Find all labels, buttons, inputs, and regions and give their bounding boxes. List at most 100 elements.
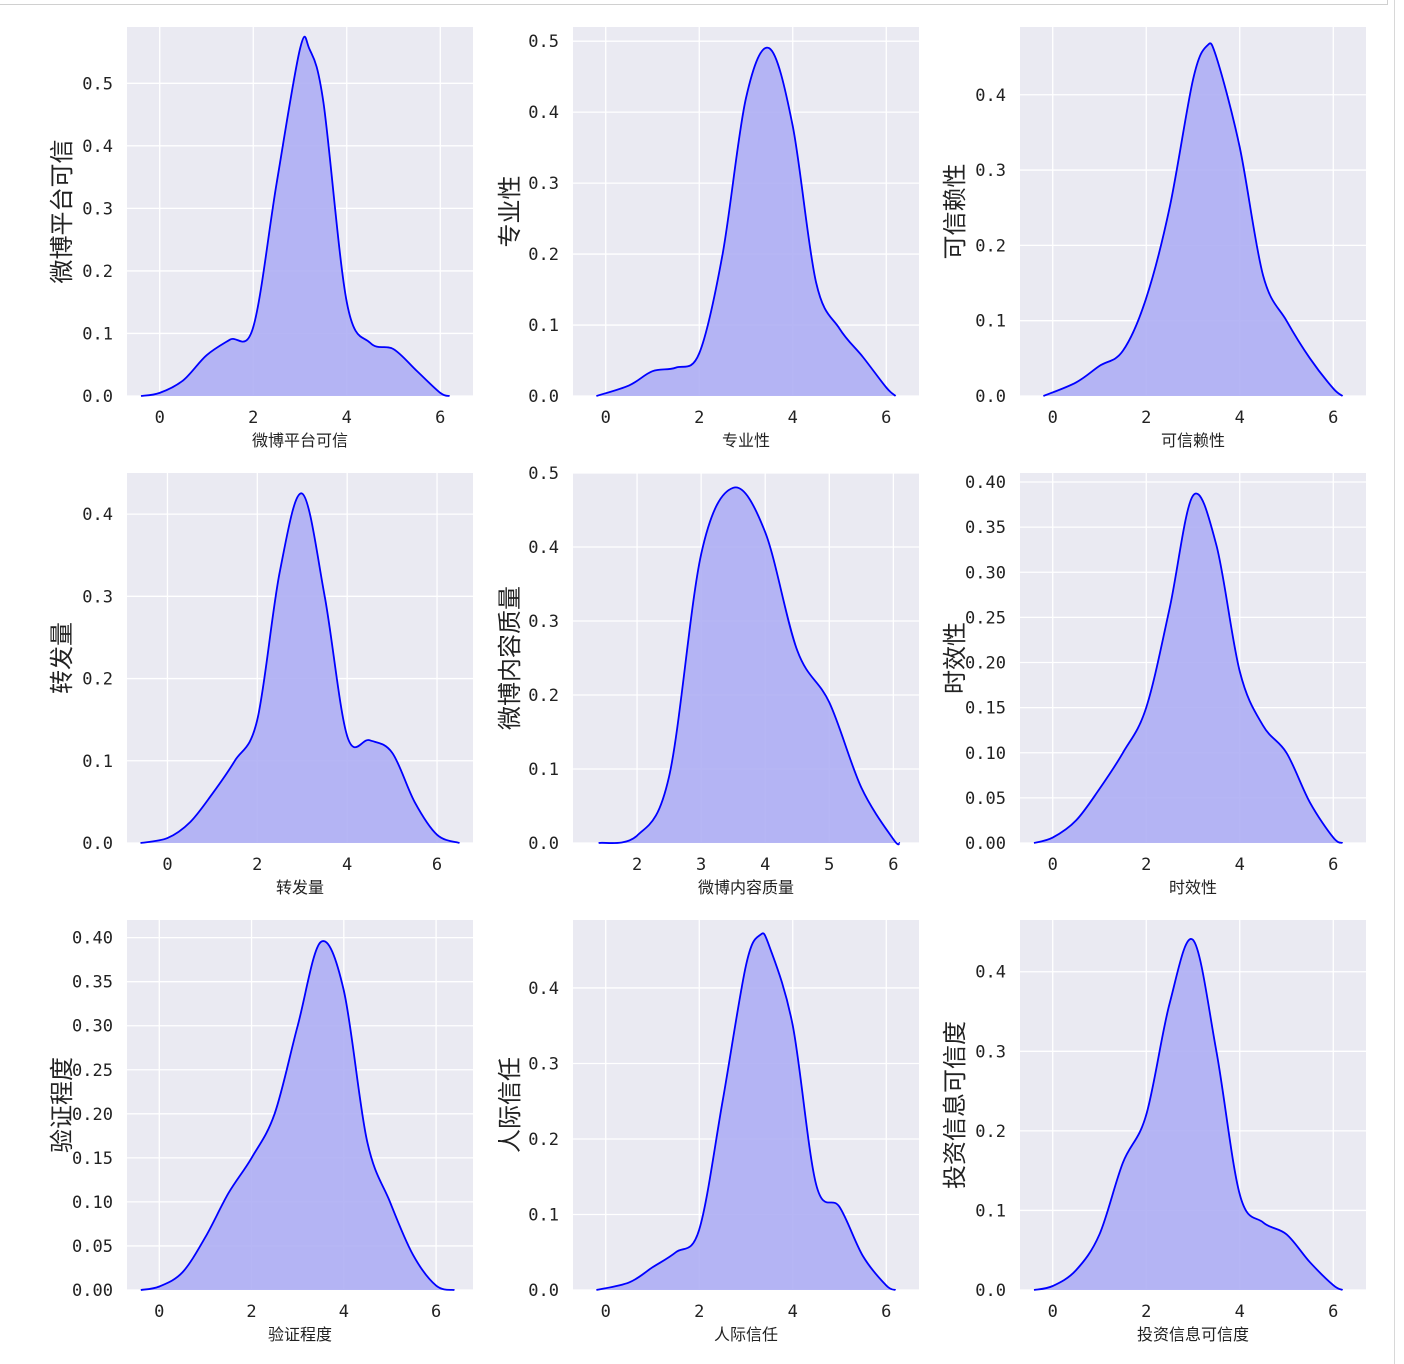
y-tick-label: 0.35 — [72, 973, 113, 993]
y-tick-label: 0.4 — [528, 103, 559, 123]
x-tick-label: 0 — [1048, 1302, 1058, 1322]
x-axis-label: 转发量 — [276, 878, 324, 897]
y-tick-label: 0.0 — [975, 1281, 1006, 1301]
y-tick-label: 0.2 — [82, 670, 113, 690]
x-tick-label: 6 — [1328, 855, 1338, 875]
y-tick-label: 0.20 — [72, 1105, 113, 1125]
x-axis-label: 人际信任 — [714, 1325, 778, 1344]
y-tick-label: 0.2 — [82, 262, 113, 282]
y-tick-label: 0.4 — [82, 505, 113, 525]
notebook-frame-top — [0, 0, 1388, 5]
y-tick-label: 0.15 — [72, 1149, 113, 1169]
x-tick-label: 6 — [881, 1302, 891, 1322]
x-tick-label: 4 — [788, 408, 798, 428]
y-tick-label: 0.4 — [975, 963, 1006, 983]
kde-area — [140, 941, 455, 1290]
kde-line — [140, 492, 460, 844]
x-tick-label: 4 — [1235, 1302, 1245, 1322]
y-tick-label: 0.2 — [528, 686, 559, 706]
x-tick-label: 4 — [1235, 408, 1245, 428]
x-tick-label: 0 — [155, 408, 165, 428]
x-axis-label: 验证程度 — [268, 1325, 332, 1344]
x-tick-label: 0 — [1048, 855, 1058, 875]
x-tick-label: 0 — [601, 1302, 611, 1322]
x-tick-label: 4 — [342, 855, 352, 875]
y-axis-label: 转发量 — [48, 622, 76, 694]
x-axis-label: 微博内容质量 — [698, 878, 794, 897]
y-tick-label: 0.05 — [72, 1237, 113, 1257]
y-tick-label: 0.1 — [975, 1201, 1006, 1221]
kde-area — [1034, 493, 1343, 843]
notebook-scrollbar-edge[interactable] — [1394, 0, 1395, 1364]
y-tick-label: 0.3 — [975, 1042, 1006, 1062]
y-tick-label: 0.0 — [82, 387, 113, 407]
x-tick-label: 2 — [694, 408, 704, 428]
x-axis-label: 专业性 — [722, 431, 770, 450]
y-tick-label: 0.00 — [965, 834, 1006, 854]
x-axis-label: 可信赖性 — [1161, 431, 1225, 450]
y-axis-label: 投资信息可信度 — [941, 1021, 969, 1189]
x-tick-label: 2 — [1141, 408, 1151, 428]
x-tick-label: 2 — [694, 1302, 704, 1322]
y-tick-label: 0.10 — [965, 744, 1006, 764]
x-tick-label: 6 — [435, 408, 445, 428]
y-tick-label: 0.05 — [965, 789, 1006, 809]
y-tick-label: 0.30 — [965, 563, 1006, 583]
kde-area — [596, 47, 896, 397]
y-tick-label: 0.00 — [72, 1281, 113, 1301]
y-tick-label: 0.3 — [528, 174, 559, 194]
x-axis-label: 微博平台可信 — [252, 431, 348, 450]
x-tick-label: 5 — [824, 855, 834, 875]
y-tick-label: 0.1 — [82, 752, 113, 772]
y-tick-label: 0.40 — [965, 473, 1006, 493]
y-tick-label: 0.1 — [975, 312, 1006, 332]
y-tick-label: 0.4 — [528, 979, 559, 999]
kde-area — [141, 36, 450, 396]
x-tick-label: 6 — [1328, 1302, 1338, 1322]
x-axis-label: 时效性 — [1169, 878, 1217, 897]
y-tick-label: 0.1 — [82, 324, 113, 344]
kde-area — [1043, 43, 1343, 396]
y-tick-label: 0.0 — [528, 1281, 559, 1301]
kde-area — [596, 933, 896, 1290]
kde-line — [140, 35, 450, 397]
y-tick-label: 0.5 — [82, 74, 113, 94]
y-tick-label: 0.2 — [975, 1122, 1006, 1142]
y-tick-label: 0.15 — [965, 699, 1006, 719]
kde-line — [596, 46, 897, 397]
y-tick-label: 0.1 — [528, 760, 559, 780]
x-tick-label: 6 — [881, 408, 891, 428]
kde-line — [1033, 938, 1344, 1291]
x-tick-label: 6 — [432, 855, 442, 875]
y-axis-label: 验证程度 — [48, 1057, 76, 1153]
y-tick-label: 0.10 — [72, 1193, 113, 1213]
x-tick-label: 4 — [760, 855, 770, 875]
kde-line — [140, 940, 455, 1291]
x-tick-label: 2 — [632, 855, 642, 875]
y-tick-label: 0.0 — [82, 834, 113, 854]
y-axis-label: 时效性 — [941, 622, 969, 694]
y-tick-label: 0.2 — [528, 245, 559, 265]
y-tick-label: 0.40 — [72, 929, 113, 949]
y-tick-label: 0.3 — [82, 587, 113, 607]
y-tick-label: 0.0 — [528, 834, 559, 854]
y-tick-label: 0.3 — [528, 612, 559, 632]
kde-area — [140, 493, 460, 843]
y-tick-label: 0.0 — [975, 387, 1006, 407]
x-tick-label: 0 — [601, 408, 611, 428]
x-tick-label: 0 — [1048, 408, 1058, 428]
kde-line — [596, 932, 897, 1291]
y-axis-label: 可信赖性 — [941, 164, 969, 260]
kde-line — [1033, 492, 1344, 844]
y-tick-label: 0.25 — [965, 608, 1006, 628]
y-tick-label: 0.0 — [528, 387, 559, 407]
y-tick-label: 0.2 — [528, 1130, 559, 1150]
x-tick-label: 2 — [252, 855, 262, 875]
